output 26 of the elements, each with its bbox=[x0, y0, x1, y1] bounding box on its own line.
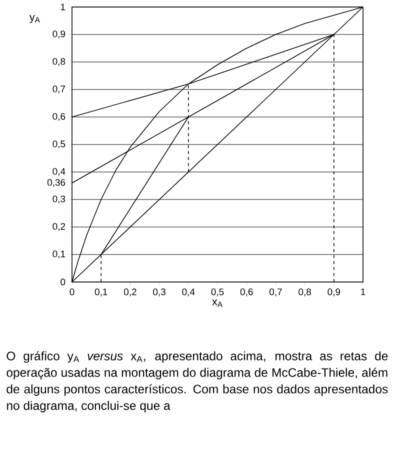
x-tick-label: 0 bbox=[70, 288, 74, 296]
x-tick-label: 0,6 bbox=[240, 288, 253, 296]
x-tick-label: 0,7 bbox=[270, 288, 282, 296]
y-tick-label: 0 bbox=[60, 278, 66, 286]
x-tick-label: 0,8 bbox=[298, 288, 311, 296]
y-tick-label: 0,6 bbox=[52, 113, 66, 121]
y-tick-label: 1 bbox=[60, 4, 66, 10]
y-tick-label: 0,7 bbox=[52, 86, 66, 94]
y-tick-label: 0,5 bbox=[52, 140, 66, 148]
y-tick-label: 0,9 bbox=[52, 30, 66, 38]
y-tick-label: 0,8 bbox=[52, 58, 66, 66]
text: O gráfico y$_{A}$ versus x$_{A}$, apresentado acima, mostra as retas de operação usadas na montagem do diagrama de McCabe-Thiele, além de alguns pontos característicos. Com base nos dados apresentados no diagrama, conclui-se que a bbox=[6, 351, 388, 412]
y-tick-label: 0,36 bbox=[47, 179, 66, 187]
x-tick-label: 0,3 bbox=[153, 288, 166, 296]
x-tick-label: 0,4 bbox=[182, 288, 195, 296]
y-axis-title: y$_{A}$ bbox=[29, 14, 40, 24]
x-tick-label: 0,5 bbox=[211, 288, 224, 296]
x-tick-label: 0,9 bbox=[328, 288, 340, 296]
y-tick-label: 0,3 bbox=[52, 196, 66, 204]
y-tick-label: 0,2 bbox=[52, 223, 66, 231]
x-tick-label: 1 bbox=[361, 288, 366, 296]
y-tick-label: 0,4 bbox=[52, 168, 66, 176]
x-tick-label: 0,1 bbox=[94, 288, 108, 296]
x-tick-label: 0,2 bbox=[124, 288, 136, 296]
y-tick-label: 0,1 bbox=[52, 250, 66, 258]
x-axis-title: x$_{A}$ bbox=[212, 300, 223, 307]
